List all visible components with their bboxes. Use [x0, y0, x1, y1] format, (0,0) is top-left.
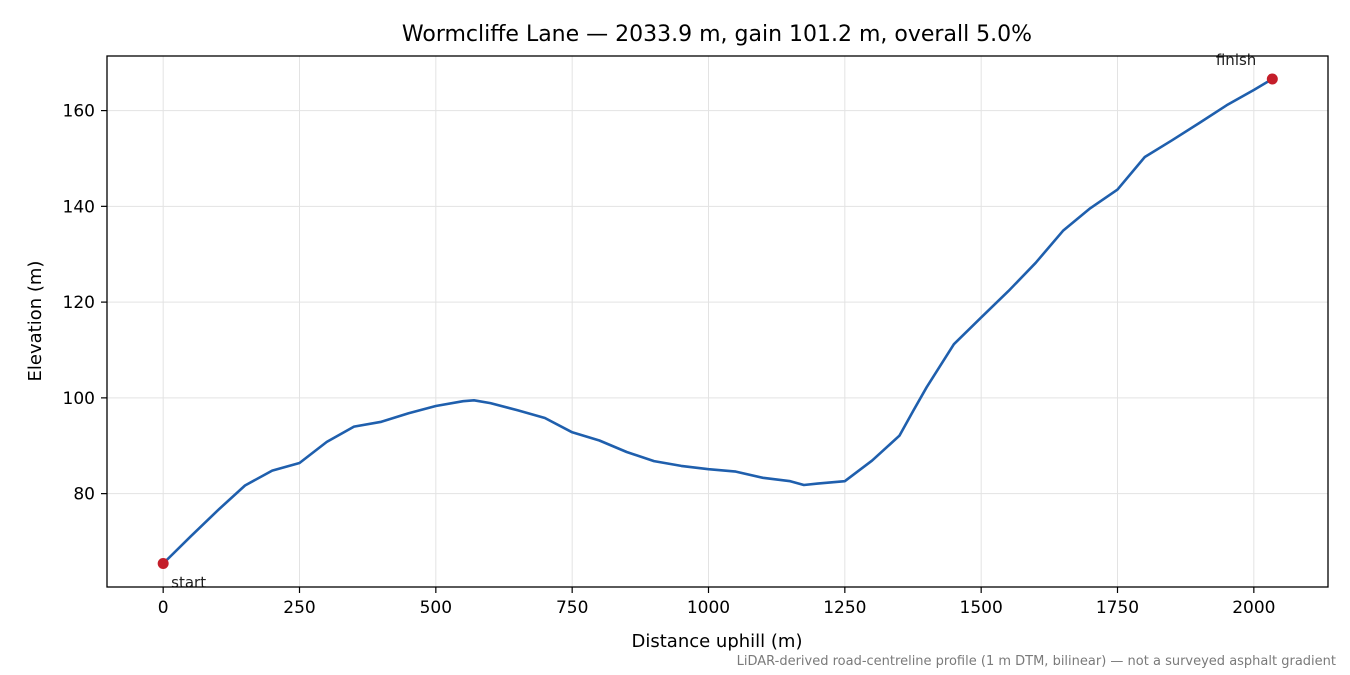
y-axis-ticks: 80 100 120 140 160 [63, 102, 107, 505]
y-tick-label: 100 [63, 389, 95, 409]
y-axis-label: Elevation (m) [25, 261, 46, 382]
finish-marker [1266, 73, 1278, 85]
plot-frame [106, 55, 1329, 588]
x-tick-label: 1000 [687, 598, 730, 618]
point-markers: start finish [157, 51, 1278, 592]
x-tick-label: 250 [283, 598, 315, 618]
x-tick-label: 0 [158, 598, 169, 618]
elevation-series-line [161, 77, 1274, 565]
x-tick-label: 2000 [1232, 598, 1275, 618]
finish-label: finish [1216, 51, 1256, 69]
y-tick-label: 140 [63, 197, 95, 217]
series-layer [161, 77, 1274, 565]
start-label: start [171, 574, 206, 592]
x-axis-ticks: 0 250 500 750 1000 1250 1500 1750 2000 [158, 587, 1275, 618]
y-tick-label: 120 [63, 293, 95, 313]
x-tick-label: 1250 [823, 598, 866, 618]
chart-title: Wormcliffe Lane — 2033.9 m, gain 101.2 m… [402, 22, 1032, 47]
x-tick-label: 500 [420, 598, 452, 618]
y-tick-label: 160 [63, 102, 95, 122]
footnote: LiDAR-derived road-centreline profile (1… [737, 654, 1336, 669]
gridlines [107, 56, 1328, 587]
start-marker [157, 558, 169, 570]
y-tick-label: 80 [73, 485, 95, 505]
x-axis-label: Distance uphill (m) [632, 631, 803, 652]
x-tick-label: 1750 [1096, 598, 1139, 618]
x-tick-label: 1500 [960, 598, 1003, 618]
x-tick-label: 750 [556, 598, 588, 618]
